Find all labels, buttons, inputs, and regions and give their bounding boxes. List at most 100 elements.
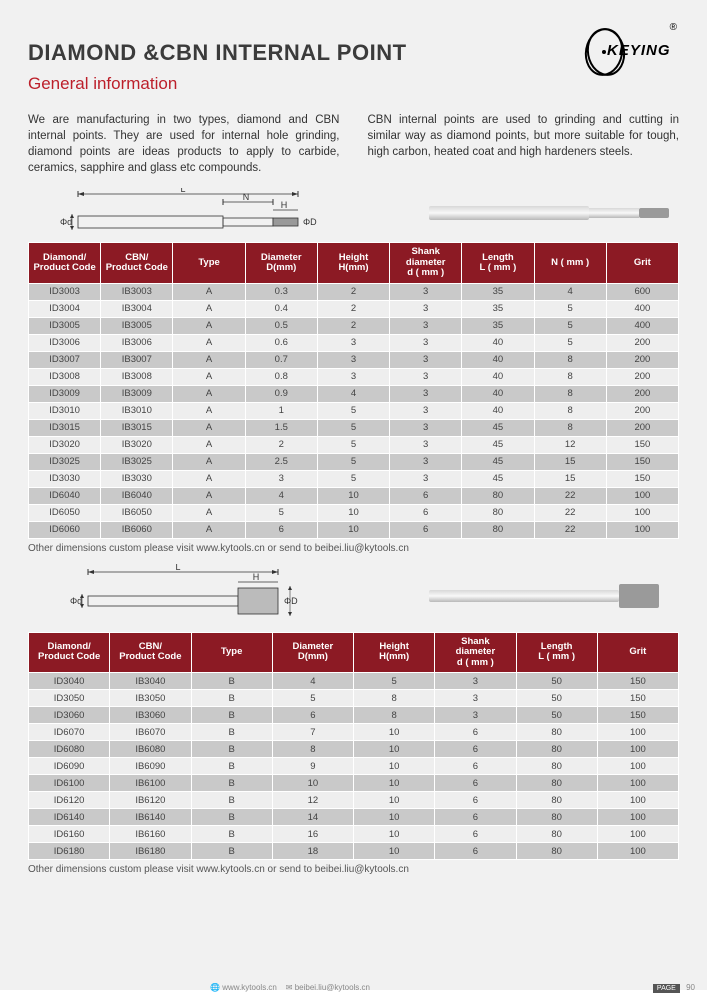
cell: 50 xyxy=(516,673,597,690)
cell: 0.8 xyxy=(245,368,317,385)
svg-text:ΦD: ΦD xyxy=(284,596,298,606)
cell: IB6040 xyxy=(101,487,173,504)
cell: IB6140 xyxy=(110,809,191,826)
cell: 40 xyxy=(462,351,534,368)
cell: 1 xyxy=(245,402,317,419)
table-row: ID3003IB3003A0.323354600 xyxy=(29,283,679,300)
cell: 80 xyxy=(516,809,597,826)
cell: 6 xyxy=(435,758,516,775)
cell: 150 xyxy=(597,673,678,690)
table-row: ID3060IB3060B68350150 xyxy=(29,707,679,724)
cell: 100 xyxy=(606,521,678,538)
cell: 45 xyxy=(462,470,534,487)
cell: 400 xyxy=(606,317,678,334)
cell: IB6050 xyxy=(101,504,173,521)
cell: A xyxy=(173,402,245,419)
cell: 100 xyxy=(597,741,678,758)
cell: ID3008 xyxy=(29,368,101,385)
cell: 40 xyxy=(462,368,534,385)
cell: 40 xyxy=(462,402,534,419)
cell: ID3040 xyxy=(29,673,110,690)
cell: 12 xyxy=(534,436,606,453)
cell: 14 xyxy=(272,809,353,826)
cell: 5 xyxy=(317,436,389,453)
cell: ID3004 xyxy=(29,300,101,317)
cell: 6 xyxy=(435,775,516,792)
cell: 8 xyxy=(354,707,435,724)
cell: ID6100 xyxy=(29,775,110,792)
cell: A xyxy=(173,351,245,368)
cell: 200 xyxy=(606,402,678,419)
cell: 80 xyxy=(516,724,597,741)
cell: B xyxy=(191,724,272,741)
table-row: ID6160IB6160B1610680100 xyxy=(29,826,679,843)
cell: 45 xyxy=(462,453,534,470)
table-row: ID3010IB3010A153408200 xyxy=(29,402,679,419)
cell: 0.6 xyxy=(245,334,317,351)
logo-text: KEYING xyxy=(607,42,671,59)
table-row: ID6090IB6090B910680100 xyxy=(29,758,679,775)
cell: 10 xyxy=(354,758,435,775)
cell: 3 xyxy=(390,436,462,453)
cell: ID3025 xyxy=(29,453,101,470)
cell: 6 xyxy=(435,843,516,860)
cell: ID3030 xyxy=(29,470,101,487)
cell: 0.7 xyxy=(245,351,317,368)
cell: 22 xyxy=(534,487,606,504)
cell: IB3020 xyxy=(101,436,173,453)
cell: 0.5 xyxy=(245,317,317,334)
cell: A xyxy=(173,504,245,521)
table-row: ID3007IB3007A0.733408200 xyxy=(29,351,679,368)
column-header: Shankdiameterd ( mm ) xyxy=(390,243,462,283)
cell: 4 xyxy=(245,487,317,504)
cell: B xyxy=(191,792,272,809)
cell: 200 xyxy=(606,334,678,351)
table-row: ID3030IB3030A3534515150 xyxy=(29,470,679,487)
cell: 3 xyxy=(317,334,389,351)
cell: IB3015 xyxy=(101,419,173,436)
cell: 200 xyxy=(606,351,678,368)
cell: 80 xyxy=(462,504,534,521)
column-header: Grit xyxy=(597,632,678,672)
table-row: ID3020IB3020A2534512150 xyxy=(29,436,679,453)
svg-text:H: H xyxy=(281,200,288,210)
cell: ID6120 xyxy=(29,792,110,809)
cell: 40 xyxy=(462,334,534,351)
page-title: DIAMOND &CBN INTERNAL POINT xyxy=(28,30,679,66)
footer-email: beibei.liu@kytools.cn xyxy=(295,983,370,992)
cell: ID3003 xyxy=(29,283,101,300)
cell: 3 xyxy=(390,453,462,470)
cell: 100 xyxy=(597,792,678,809)
cell: 200 xyxy=(606,419,678,436)
table-row: ID3008IB3008A0.833408200 xyxy=(29,368,679,385)
cell: IB3050 xyxy=(110,690,191,707)
table-row: ID6140IB6140B1410680100 xyxy=(29,809,679,826)
brand-logo: KEYING ® xyxy=(585,28,675,78)
cell: 600 xyxy=(606,283,678,300)
cell: ID3015 xyxy=(29,419,101,436)
cell: A xyxy=(173,368,245,385)
cell: ID3009 xyxy=(29,385,101,402)
cell: ID3050 xyxy=(29,690,110,707)
cell: 45 xyxy=(462,419,534,436)
cell: 8 xyxy=(272,741,353,758)
cell: 1.5 xyxy=(245,419,317,436)
table-row: ID3040IB3040B45350150 xyxy=(29,673,679,690)
svg-text:L: L xyxy=(180,188,185,194)
cell: 6 xyxy=(435,826,516,843)
cell: 6 xyxy=(390,521,462,538)
cell: 10 xyxy=(317,521,389,538)
cell: 8 xyxy=(534,402,606,419)
cell: ID6050 xyxy=(29,504,101,521)
cell: 100 xyxy=(606,504,678,521)
cell: ID6070 xyxy=(29,724,110,741)
table-row: ID6180IB6180B1810680100 xyxy=(29,843,679,860)
column-header: DiameterD(mm) xyxy=(272,632,353,672)
spec-table-b: Diamond/Product CodeCBN/Product CodeType… xyxy=(28,632,679,860)
cell: B xyxy=(191,775,272,792)
cell: A xyxy=(173,283,245,300)
svg-text:H: H xyxy=(253,572,260,582)
cell: ID6040 xyxy=(29,487,101,504)
cell: 3 xyxy=(390,419,462,436)
cell: IB6180 xyxy=(110,843,191,860)
